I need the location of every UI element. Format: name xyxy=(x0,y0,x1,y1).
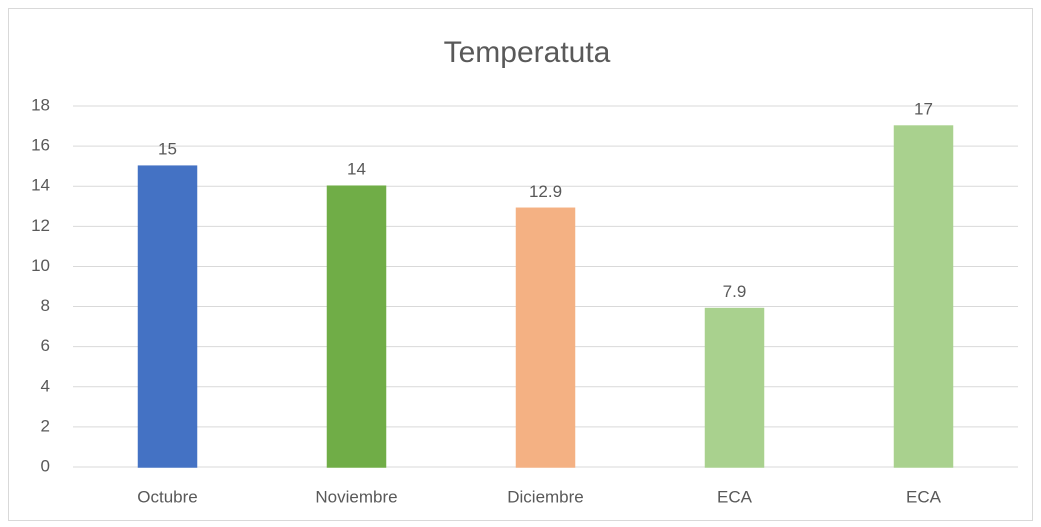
y-tick-label: 18 xyxy=(31,95,50,114)
data-label: 12.9 xyxy=(529,182,562,201)
x-tick-label: Diciembre xyxy=(507,487,584,506)
x-tick-label: ECA xyxy=(717,487,753,506)
bar xyxy=(137,165,198,468)
bar xyxy=(326,185,387,468)
bar xyxy=(893,125,954,468)
chart-title: Temperatuta xyxy=(444,36,611,69)
y-tick-label: 0 xyxy=(41,456,50,475)
y-tick-label: 8 xyxy=(41,296,50,315)
y-tick-label: 10 xyxy=(31,256,50,275)
data-label: 15 xyxy=(158,140,177,159)
x-tick-label: ECA xyxy=(906,487,942,506)
data-label: 14 xyxy=(347,160,366,179)
y-tick-label: 6 xyxy=(41,336,50,355)
data-label: 7.9 xyxy=(723,282,747,301)
y-tick-label: 2 xyxy=(41,416,50,435)
y-tick-label: 16 xyxy=(31,136,50,155)
bar xyxy=(515,207,576,468)
y-tick-label: 14 xyxy=(31,176,50,195)
bar xyxy=(704,307,765,468)
x-tick-label: Octubre xyxy=(137,487,197,506)
y-tick-label: 4 xyxy=(41,376,50,395)
data-label: 17 xyxy=(914,100,933,119)
y-tick-label: 12 xyxy=(31,216,50,235)
x-tick-label: Noviembre xyxy=(315,487,397,506)
